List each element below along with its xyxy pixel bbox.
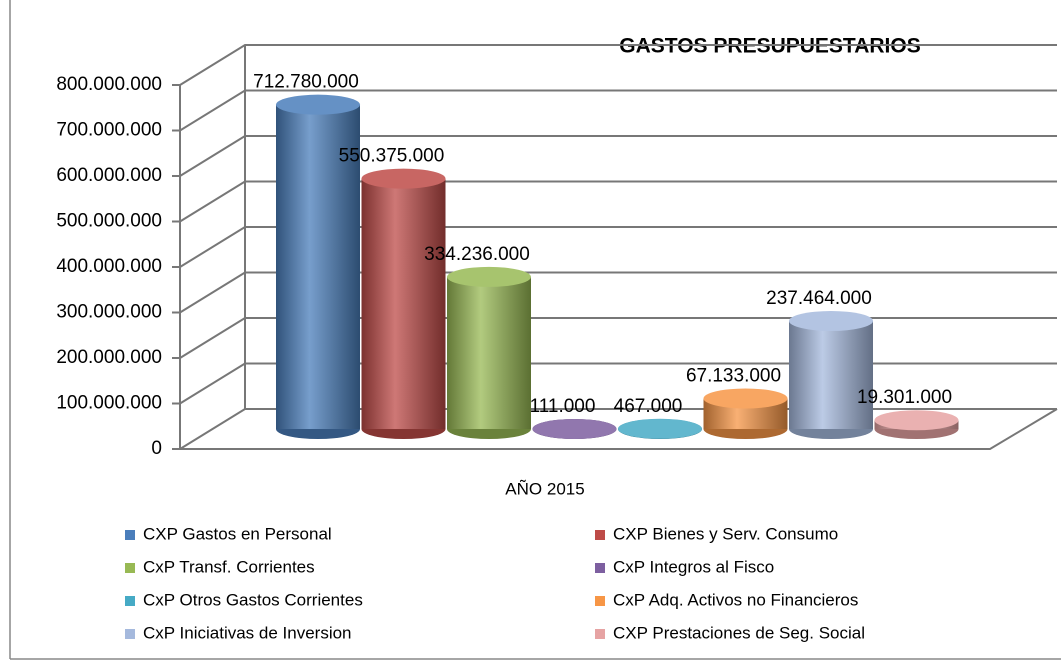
- legend-swatch: [595, 596, 605, 606]
- grid-line: [179, 180, 1057, 223]
- bar-top: [789, 310, 873, 331]
- data-label: 111.000: [530, 396, 596, 417]
- x-tick-label: AÑO 2015: [505, 479, 584, 498]
- bar-top: [618, 418, 702, 439]
- y-tick-label: 100.000.000: [56, 393, 162, 414]
- y-tick-label: 700.000.000: [56, 120, 162, 141]
- bar: [361, 178, 446, 429]
- legend-label: CxP Transf. Corrientes: [143, 557, 315, 576]
- legend-label: CxP Otros Gastos Corrientes: [143, 590, 363, 609]
- grid-line: [179, 226, 1057, 268]
- grid-line: [179, 317, 1057, 359]
- data-label: 467.000: [614, 396, 683, 417]
- data-label: 67.133.000: [686, 365, 781, 386]
- floor: [180, 408, 1058, 450]
- bar: [447, 276, 531, 429]
- grid-line: [179, 135, 1057, 177]
- legend-label: CXP Bienes y Serv. Consumo: [613, 524, 838, 543]
- bar-top: [532, 418, 617, 439]
- legend-label: CXP Prestaciones de Seg. Social: [613, 623, 865, 642]
- data-label: 334.236.000: [424, 244, 530, 265]
- y-tick-label: 800.000.000: [56, 74, 162, 95]
- bar-top: [276, 94, 360, 115]
- y-tick-label: 0: [151, 438, 162, 459]
- y-tick-label: 200.000.000: [56, 347, 162, 368]
- legend-swatch: [125, 530, 135, 540]
- legend-swatch: [125, 629, 135, 639]
- y-tick-label: 500.000.000: [56, 211, 162, 232]
- bar-top: [361, 168, 446, 189]
- legend-swatch: [125, 596, 135, 606]
- data-label: 712.780.000: [253, 72, 359, 93]
- bar-top: [703, 388, 788, 409]
- grid-line: [179, 362, 1057, 405]
- data-label: 550.375.000: [339, 146, 445, 167]
- chart-title: GASTOS PRESUPUESTARIOS: [619, 35, 920, 58]
- grid-line: [179, 271, 1057, 314]
- legend-label: CxP Iniciativas de Inversion: [143, 623, 352, 642]
- bar: [789, 320, 873, 429]
- legend-swatch: [595, 629, 605, 639]
- grid-line: [179, 44, 1057, 86]
- data-label: 19.301.000: [857, 387, 952, 408]
- bar-top: [447, 266, 531, 287]
- legend-swatch: [125, 563, 135, 573]
- bar-top: [874, 410, 959, 431]
- y-tick-label: 400.000.000: [56, 256, 162, 277]
- legend-label: CxP Integros al Fisco: [613, 557, 774, 576]
- legend-swatch: [595, 530, 605, 540]
- legend-label: CXP Gastos en Personal: [143, 524, 332, 543]
- y-tick-label: 300.000.000: [56, 302, 162, 323]
- bar: [276, 104, 360, 430]
- y-tick-label: 600.000.000: [56, 165, 162, 186]
- legend-swatch: [595, 563, 605, 573]
- grid-line: [179, 89, 1057, 132]
- legend-label: CxP Adq. Activos no Financieros: [613, 590, 858, 609]
- data-label: 237.464.000: [766, 288, 872, 309]
